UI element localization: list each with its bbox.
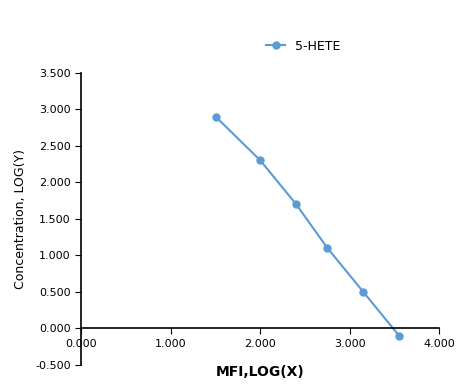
X-axis label: MFI,LOG(X): MFI,LOG(X): [216, 365, 305, 379]
5-HETE: [293, 202, 299, 207]
Y-axis label: Concentration, LOG(Y): Concentration, LOG(Y): [14, 149, 27, 289]
Legend: 5-HETE: 5-HETE: [261, 35, 345, 58]
5-HETE: [257, 158, 263, 163]
5-HETE: [396, 333, 402, 338]
5-HETE: [360, 289, 366, 294]
5-HETE: [325, 246, 330, 250]
Line: 5-HETE: 5-HETE: [212, 113, 402, 339]
5-HETE: [212, 114, 218, 119]
